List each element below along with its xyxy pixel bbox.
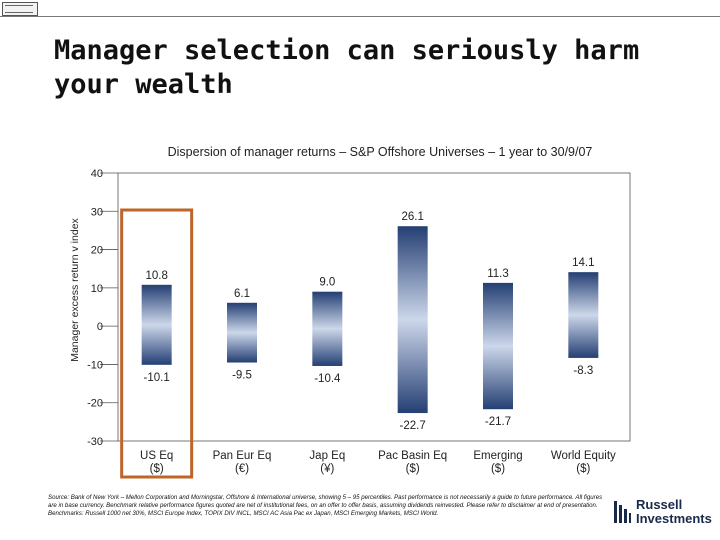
brand-line-2: Investments — [636, 511, 712, 526]
category-label: US Eq — [140, 450, 173, 462]
plot-frame — [117, 172, 631, 442]
high-value-label: 9.0 — [319, 277, 335, 289]
high-value-label: 14.1 — [572, 257, 594, 269]
top-divider — [0, 16, 720, 17]
y-tick-label: 20 — [91, 245, 103, 257]
y-tick-label: 30 — [91, 206, 103, 218]
y-axis-label: Manager excess return v index — [69, 217, 81, 361]
low-value-label: -10.4 — [314, 373, 341, 385]
y-tick-label: 40 — [91, 168, 103, 180]
y-tick-label: -10 — [87, 359, 103, 371]
chart-title: Dispersion of manager returns – S&P Offs… — [167, 145, 593, 159]
corner-logo — [2, 2, 38, 16]
high-value-label: 26.1 — [401, 211, 423, 223]
low-value-label: -21.7 — [485, 416, 511, 428]
range-bar — [483, 282, 513, 410]
category-currency-label: (¥) — [320, 463, 334, 475]
category-label: Jap Eq — [309, 450, 345, 462]
category-currency-label: ($) — [491, 463, 505, 475]
range-bar — [312, 291, 343, 366]
category-label: World Equity — [551, 450, 616, 462]
category-currency-label: (€) — [235, 463, 249, 475]
y-tick-label: -30 — [87, 436, 103, 448]
category-label: Emerging — [473, 450, 522, 462]
brand-name: Russell Investments — [636, 498, 712, 526]
category-currency-label: ($) — [150, 463, 164, 475]
low-value-label: -9.5 — [232, 370, 252, 382]
y-tick-label: 0 — [97, 321, 103, 333]
category-label: Pac Basin Eq — [378, 450, 447, 462]
range-bar — [227, 302, 257, 363]
y-tick-label: 10 — [91, 283, 103, 295]
high-value-label: 11.3 — [487, 268, 509, 280]
y-tick-label: -20 — [87, 398, 103, 410]
low-value-label: -10.1 — [144, 372, 170, 384]
high-value-label: 6.1 — [234, 288, 250, 300]
source-note: Source: Bank of New York – Mellon Corpor… — [48, 494, 603, 518]
category-currency-label: ($) — [406, 463, 420, 475]
brand-mark-icon — [612, 499, 632, 525]
low-value-label: -22.7 — [400, 420, 426, 432]
high-value-label: 10.8 — [145, 270, 167, 282]
low-value-label: -8.3 — [573, 365, 593, 377]
highlight-box — [120, 208, 194, 479]
brand-line-1: Russell — [636, 497, 683, 512]
range-bar — [397, 226, 428, 414]
range-bar — [568, 272, 599, 358]
category-label: Pan Eur Eq — [213, 450, 272, 462]
range-bar — [141, 284, 172, 365]
category-currency-label: ($) — [576, 463, 590, 475]
slide-title: Manager selection can seriously harm you… — [54, 35, 640, 100]
brand-logo: Russell Investments — [612, 496, 712, 532]
